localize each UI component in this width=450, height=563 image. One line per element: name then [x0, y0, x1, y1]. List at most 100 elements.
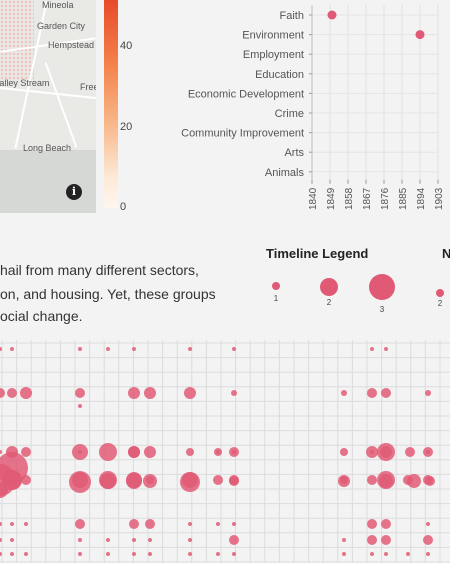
grid-bubble — [188, 538, 192, 542]
legend-title: Timeline Legend — [266, 246, 369, 261]
grid-bubble — [148, 538, 152, 542]
grid-bubble — [407, 474, 421, 488]
map-panel[interactable]: Mineola Garden City Hempstead Valley Str… — [0, 0, 96, 213]
grid-bubble — [367, 475, 377, 485]
grid-bubble — [367, 519, 377, 529]
grid-bubble — [78, 552, 82, 556]
legend-next-title: N — [442, 246, 450, 261]
grid-bubble — [184, 387, 196, 399]
grid-bubble — [188, 552, 192, 556]
grid-bubble — [128, 387, 140, 399]
grid-bubble — [0, 522, 2, 526]
grid-bubble — [148, 552, 152, 556]
grid-bubble — [75, 519, 85, 529]
category-label: Animals — [265, 167, 305, 179]
x-tick-label: 1858 — [344, 187, 355, 210]
category-label: Community Improvement — [181, 128, 304, 140]
scale-tick-label: 0 — [120, 201, 127, 213]
legend-size-label: 2 — [327, 298, 332, 307]
grid-bubble — [216, 552, 220, 556]
grid-bubble — [24, 522, 28, 526]
grid-bubble — [405, 447, 415, 457]
map-water — [0, 150, 96, 213]
grid-bubble — [78, 347, 82, 351]
grid-bubble — [229, 447, 239, 457]
grid-bubble — [232, 347, 236, 351]
grid-bubble — [180, 472, 200, 492]
legend-bubble-small — [272, 282, 280, 290]
grid-bubble — [340, 448, 348, 456]
map-road — [44, 62, 78, 148]
grid-bubble — [132, 347, 136, 351]
map-hatched-region — [0, 0, 34, 80]
intro-text-line: ocial change. — [0, 308, 83, 324]
legend-next-label: 2 — [438, 299, 443, 308]
grid-bubble — [366, 446, 378, 458]
legend-size-label: 3 — [380, 305, 385, 314]
grid-bubble — [367, 388, 377, 398]
grid-bubble — [145, 519, 155, 529]
grid-bubble — [10, 522, 14, 526]
x-tick-label: 1894 — [416, 187, 427, 210]
map-label: Mineola — [42, 0, 74, 10]
map-label: Long Beach — [23, 143, 72, 153]
grid-bubble — [231, 390, 237, 396]
grid-bubble — [423, 447, 433, 457]
category-label: Employment — [243, 49, 304, 61]
x-tick-label: 1903 — [434, 187, 445, 210]
grid-bubble — [144, 446, 156, 458]
grid-bubble — [10, 347, 14, 351]
grid-bubble — [0, 552, 2, 556]
legend-bubble-medium — [320, 278, 338, 296]
legend-next-bubble — [436, 289, 444, 297]
grid-bubble — [213, 475, 223, 485]
grid-bubble — [0, 347, 2, 351]
map-label: Hempstead — [48, 40, 95, 50]
grid-bubble — [367, 535, 377, 545]
timeline-chart: Faith Environment Employment Education Econo… — [181, 5, 445, 210]
grid-bubble — [144, 387, 156, 399]
category-label: Education — [255, 69, 304, 81]
grid-bubble — [69, 471, 91, 493]
category-label: Arts — [284, 147, 304, 159]
grid-bubble — [132, 552, 136, 556]
grid-bubble — [370, 347, 374, 351]
grid-bubble — [126, 473, 142, 489]
grid-bubble — [381, 535, 391, 545]
x-tick-label: 1876 — [380, 187, 391, 210]
grid-bubble — [342, 538, 346, 542]
grid-bubble — [106, 347, 110, 351]
grid-bubble — [186, 448, 194, 456]
grid-bubble — [426, 552, 430, 556]
grid-bubble — [106, 552, 110, 556]
bubble-grid-chart — [0, 340, 450, 563]
grid-bubble — [0, 450, 2, 454]
x-tick-label: 1840 — [308, 187, 319, 210]
timeline-legend: 1 2 3 2 — [272, 274, 444, 314]
map-label: Freeport — [80, 82, 96, 92]
grid-bubble — [425, 476, 435, 486]
info-icon[interactable]: i — [66, 184, 82, 200]
grid-bubble — [341, 390, 347, 396]
grid-bubble — [21, 447, 31, 457]
grid-bubble — [232, 552, 236, 556]
scale-tick-label: 40 — [120, 40, 133, 52]
grid-bubble — [381, 519, 391, 529]
grid-bubble — [229, 476, 239, 486]
grid-bubble — [370, 552, 374, 556]
grid-bubble — [100, 473, 116, 489]
grid-bubble — [188, 347, 192, 351]
grid-bubble — [10, 538, 14, 542]
category-label: Faith — [280, 10, 304, 22]
map-label: Valley Stream — [0, 78, 50, 88]
grid-bubble — [128, 446, 140, 458]
grid-bubble — [381, 388, 391, 398]
timeline-point — [327, 10, 337, 20]
intro-text-line: on, and housing. Yet, these groups — [0, 286, 216, 302]
grid-bubble — [78, 538, 82, 542]
x-tick-label: 1885 — [398, 187, 409, 210]
legend-bubble-large — [369, 274, 395, 300]
intro-text-line: hail from many different sectors, — [0, 262, 199, 278]
grid-bubble — [24, 552, 28, 556]
grid-bubble — [232, 522, 236, 526]
